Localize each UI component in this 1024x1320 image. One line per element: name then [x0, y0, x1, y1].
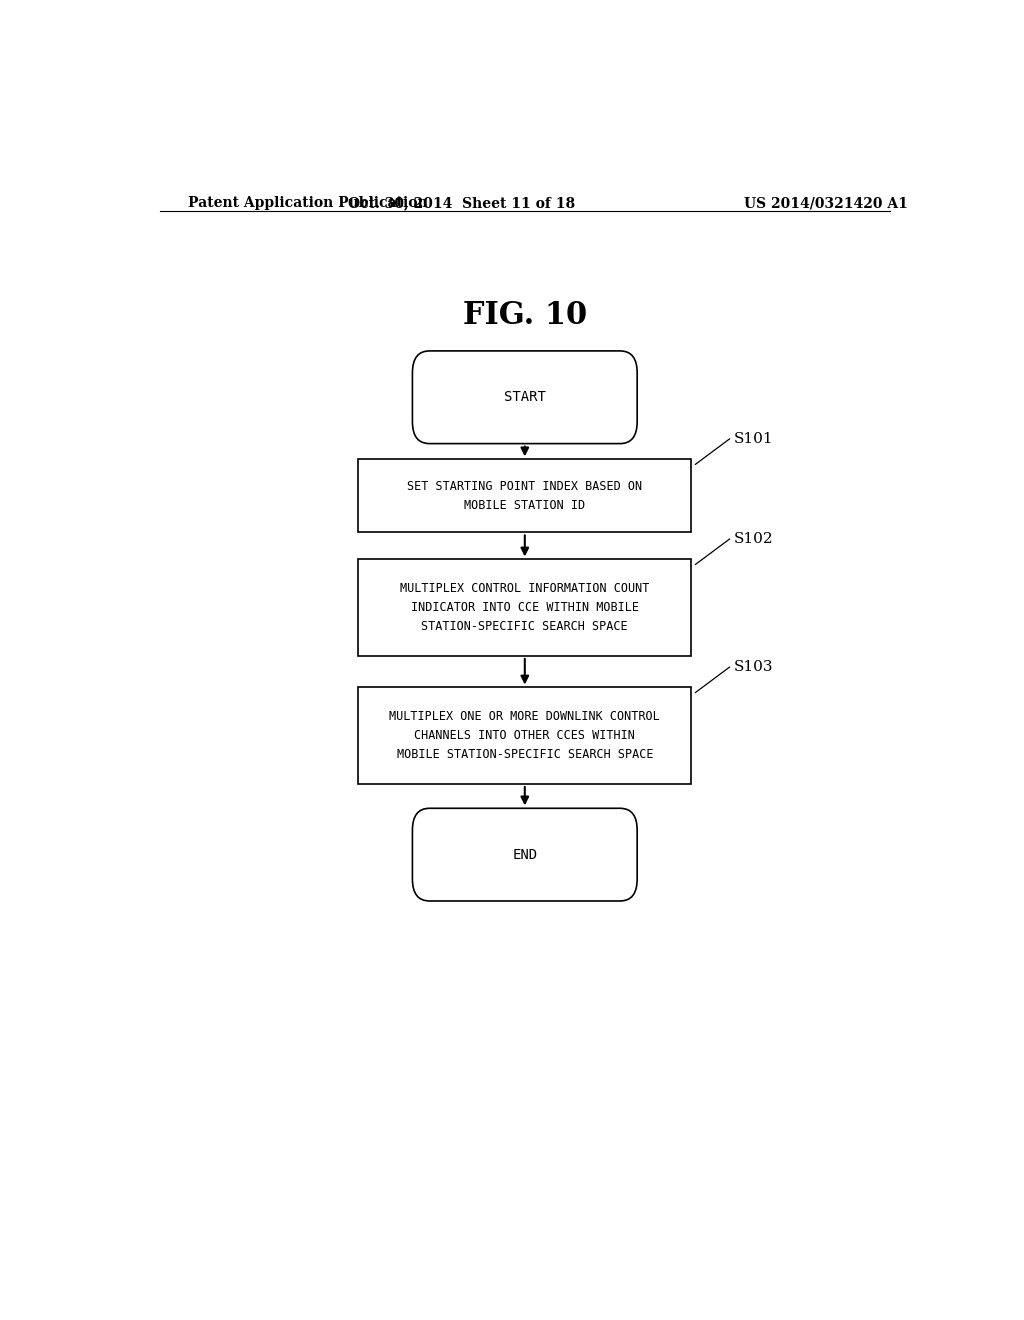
Text: US 2014/0321420 A1: US 2014/0321420 A1: [744, 197, 908, 210]
Text: Oct. 30, 2014  Sheet 11 of 18: Oct. 30, 2014 Sheet 11 of 18: [348, 197, 574, 210]
Text: START: START: [504, 391, 546, 404]
Text: Patent Application Publication: Patent Application Publication: [187, 197, 427, 210]
Text: END: END: [512, 847, 538, 862]
Text: MULTIPLEX CONTROL INFORMATION COUNT
INDICATOR INTO CCE WITHIN MOBILE
STATION-SPE: MULTIPLEX CONTROL INFORMATION COUNT INDI…: [400, 582, 649, 634]
Bar: [358, 688, 691, 784]
Bar: [358, 459, 691, 532]
Bar: [358, 560, 691, 656]
FancyBboxPatch shape: [413, 808, 637, 902]
FancyBboxPatch shape: [413, 351, 637, 444]
Text: S103: S103: [733, 660, 773, 675]
Text: S101: S101: [733, 432, 773, 446]
Text: MULTIPLEX ONE OR MORE DOWNLINK CONTROL
CHANNELS INTO OTHER CCES WITHIN
MOBILE ST: MULTIPLEX ONE OR MORE DOWNLINK CONTROL C…: [389, 710, 660, 762]
Text: SET STARTING POINT INDEX BASED ON
MOBILE STATION ID: SET STARTING POINT INDEX BASED ON MOBILE…: [408, 480, 642, 512]
Text: S102: S102: [733, 532, 773, 546]
Text: FIG. 10: FIG. 10: [463, 301, 587, 331]
